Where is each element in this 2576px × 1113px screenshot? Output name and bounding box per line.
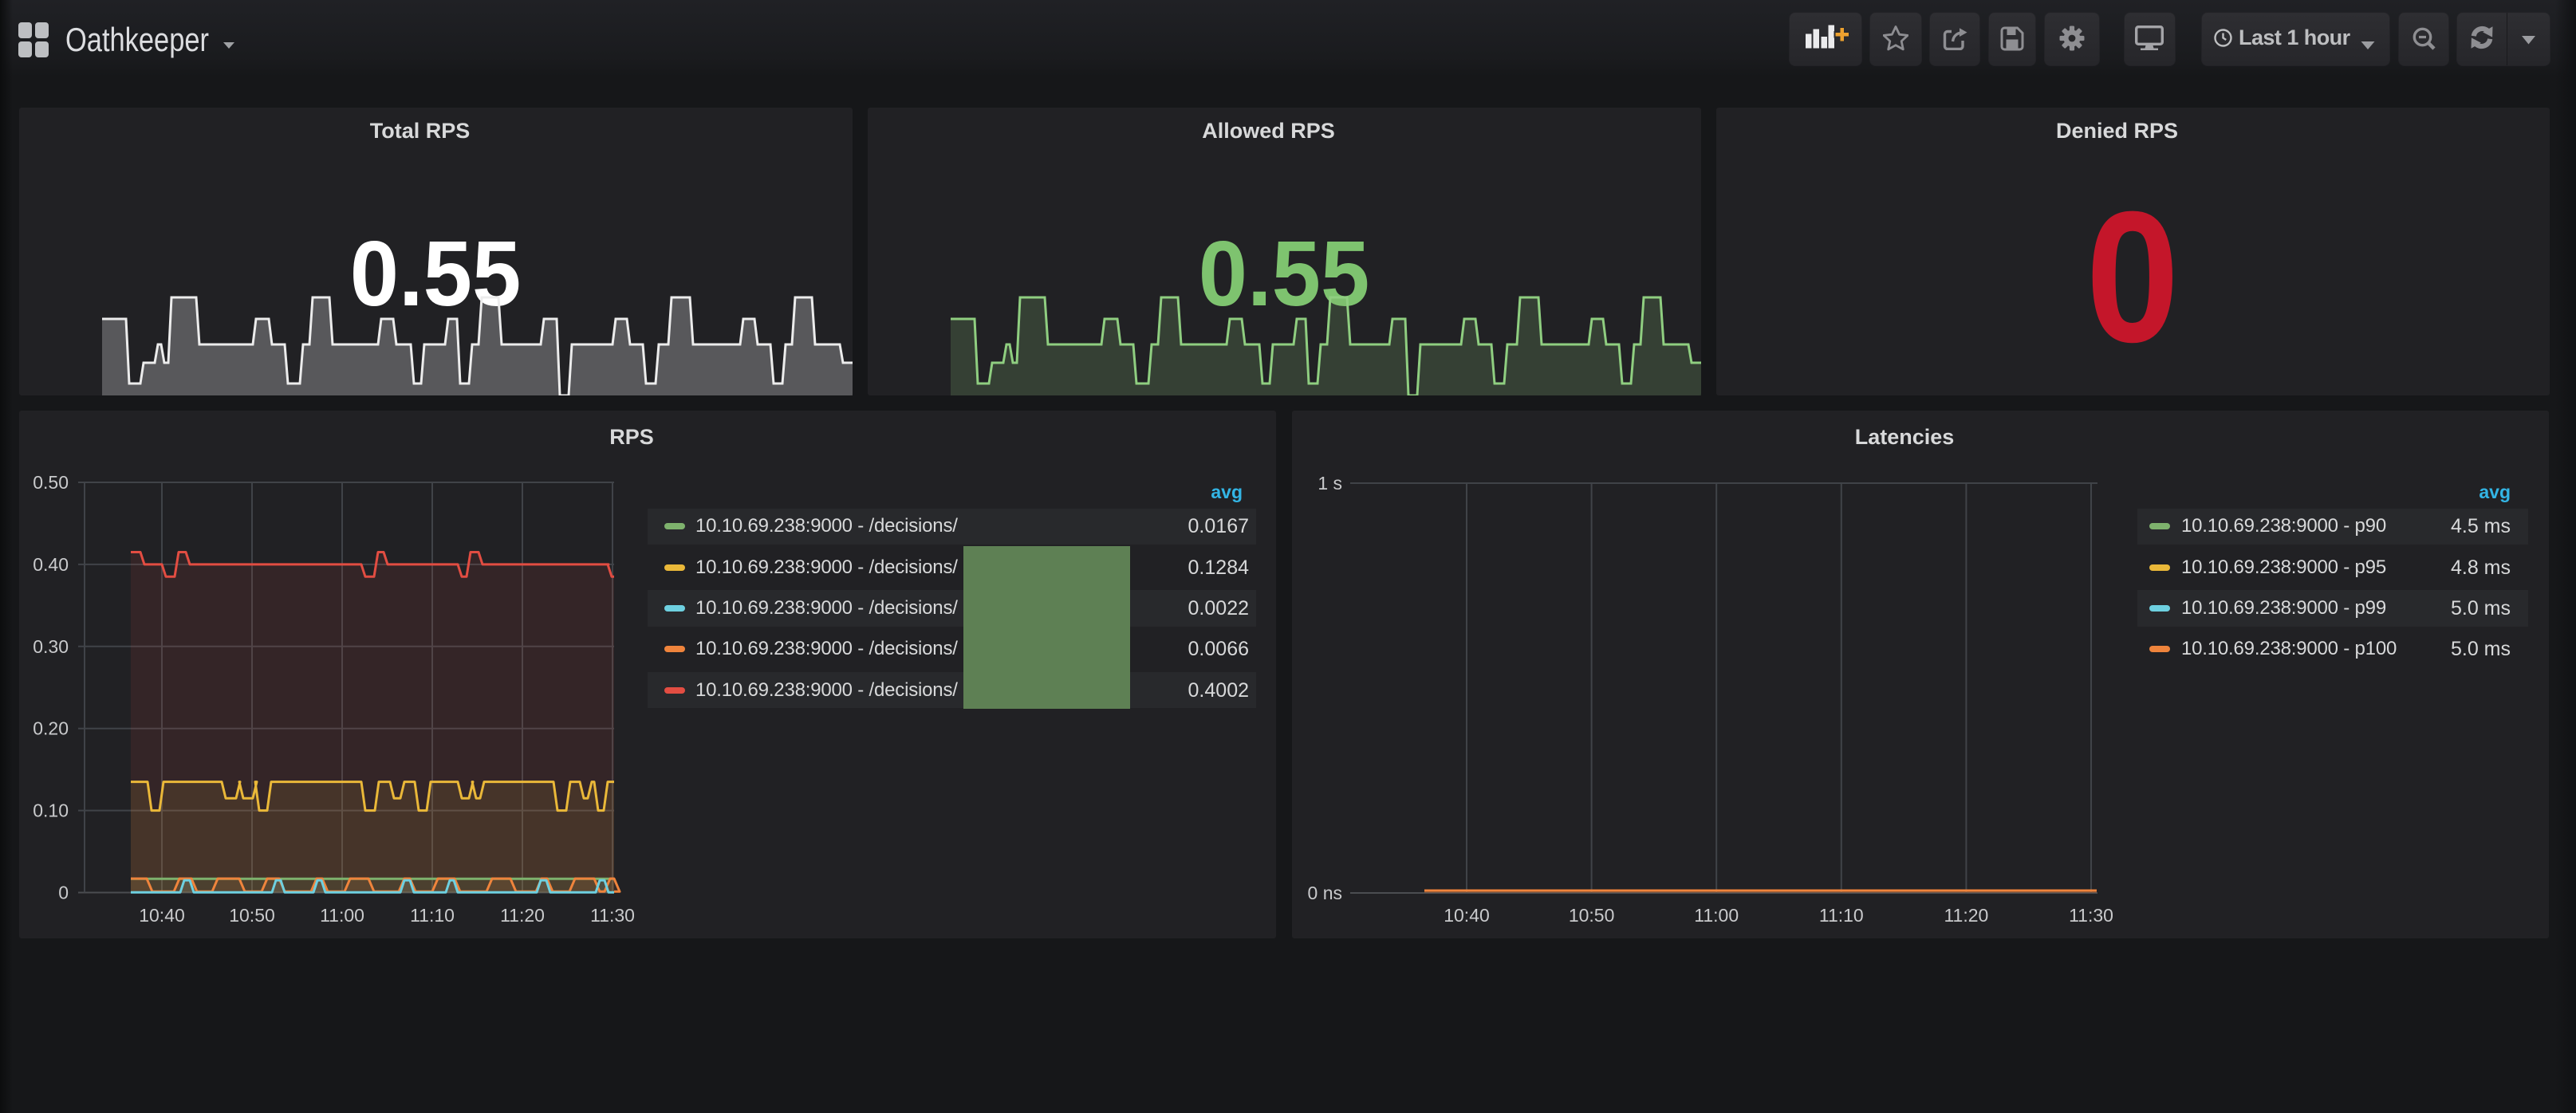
svg-text:10:50: 10:50	[229, 905, 275, 926]
svg-text:11:00: 11:00	[1694, 905, 1739, 926]
svg-text:0.20: 0.20	[33, 718, 69, 739]
svg-text:11:10: 11:10	[410, 905, 455, 926]
svg-text:10:40: 10:40	[1444, 905, 1490, 926]
svg-text:0.50: 0.50	[33, 472, 69, 493]
svg-text:11:10: 11:10	[1819, 905, 1864, 926]
svg-text:0.40: 0.40	[33, 554, 69, 575]
svg-text:11:30: 11:30	[2069, 905, 2113, 926]
svg-text:11:20: 11:20	[1944, 905, 1988, 926]
svg-text:0 ns: 0 ns	[1308, 883, 1342, 903]
svg-text:1 s: 1 s	[1318, 473, 1342, 494]
svg-text:0.30: 0.30	[33, 636, 69, 657]
svg-text:11:00: 11:00	[320, 905, 364, 926]
svg-text:11:30: 11:30	[590, 905, 635, 926]
svg-text:10:50: 10:50	[1569, 905, 1615, 926]
svg-text:0: 0	[58, 883, 69, 903]
svg-text:0.10: 0.10	[33, 800, 69, 821]
svg-text:11:20: 11:20	[500, 905, 545, 926]
svg-text:10:40: 10:40	[139, 905, 185, 926]
